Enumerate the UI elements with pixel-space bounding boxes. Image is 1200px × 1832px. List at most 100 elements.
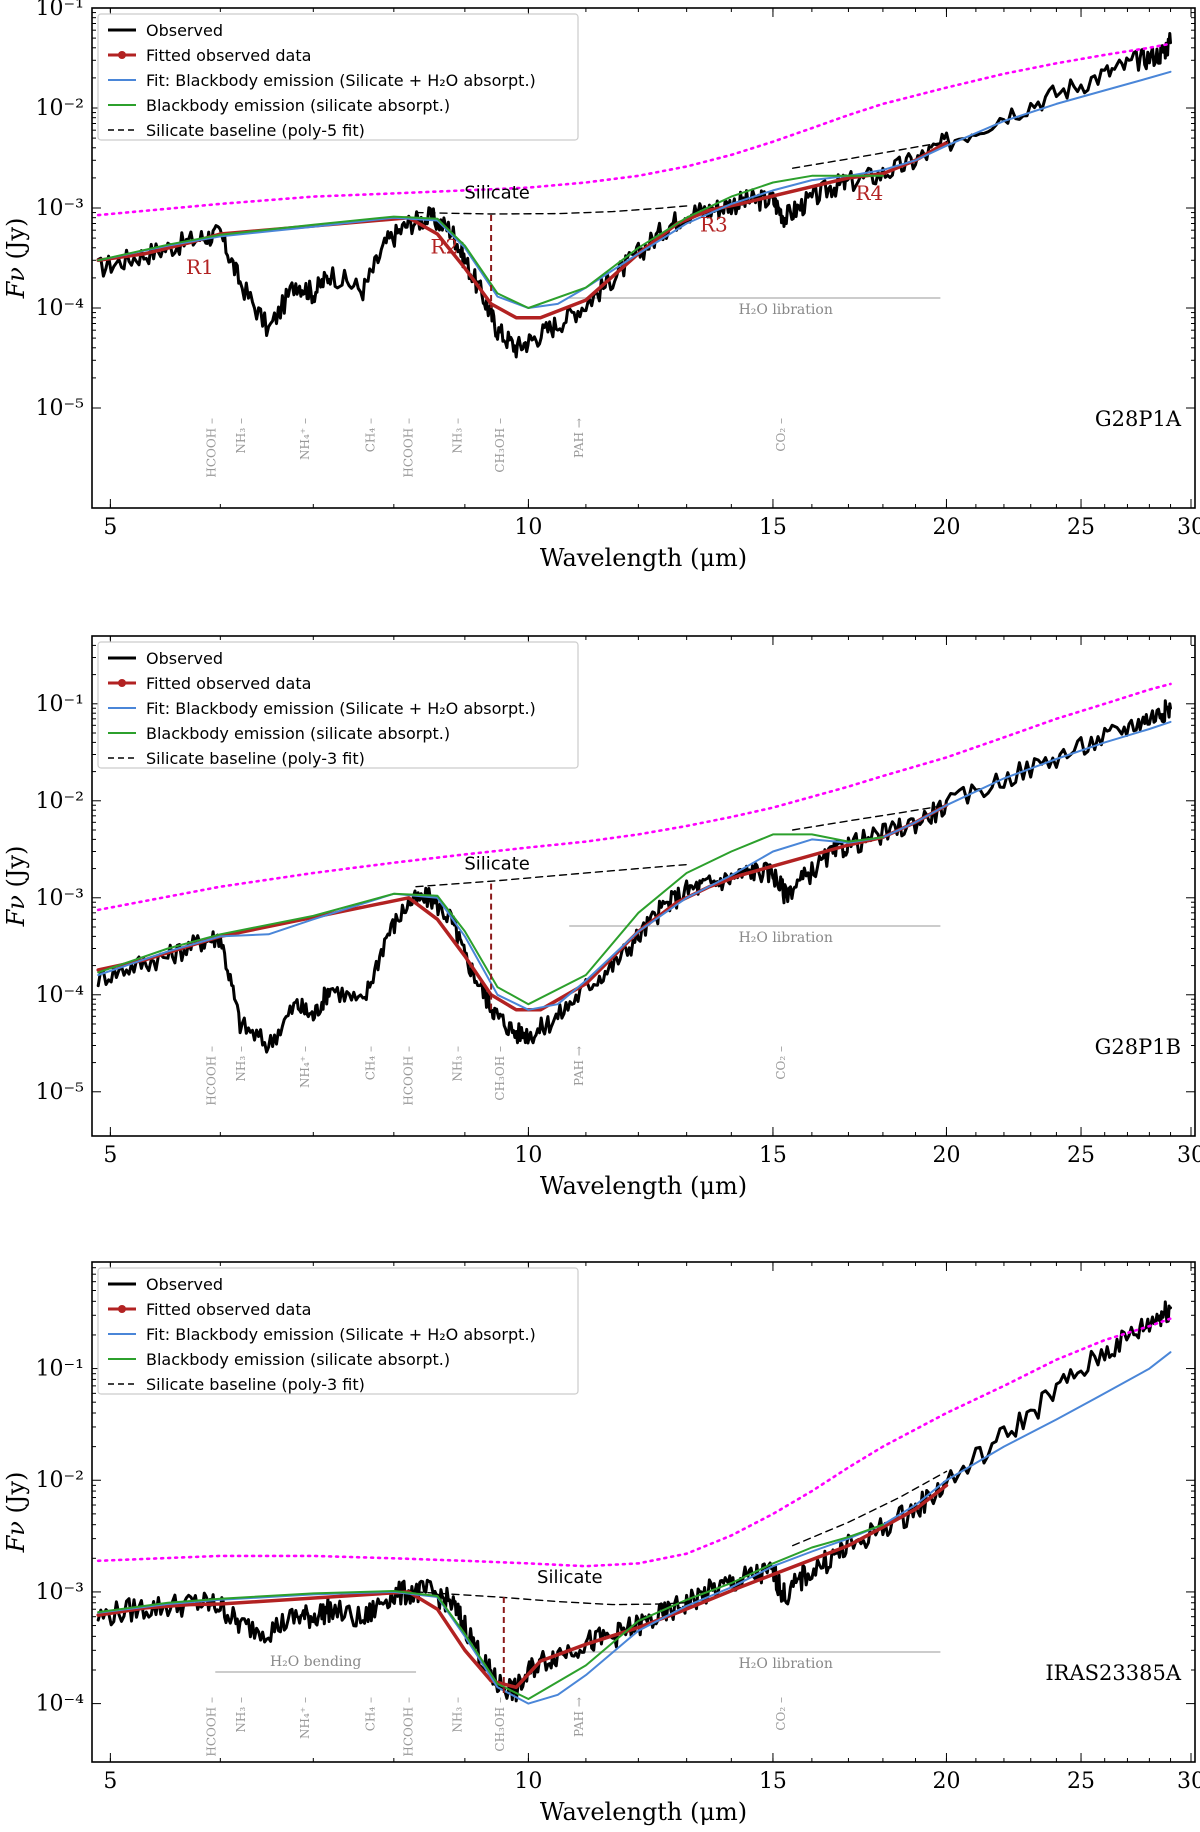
y-tick-label-2: 10⁻³ — [36, 886, 84, 911]
molecule-label-4: HCOOH – — [401, 1046, 415, 1106]
x-tick-label-5: 30 — [1177, 1769, 1200, 1794]
molecule-label-5: NH₃ – — [451, 1697, 465, 1733]
legend-entry-3: Blackbody emission (silicate absorpt.) — [146, 724, 450, 743]
y-tick-label-1: 10⁻⁴ — [36, 983, 85, 1008]
y-tick-label-3: 10⁻² — [36, 96, 84, 121]
plot-area — [96, 32, 1172, 359]
y-tick-label-2: 10⁻² — [36, 1468, 84, 1493]
h2o-libration-label: H₂O libration — [739, 930, 833, 946]
series-line-5 — [792, 804, 948, 831]
panel-label: IRAS23385A — [1045, 1661, 1181, 1685]
series-line-1 — [96, 140, 949, 320]
region-label-0: R1 — [186, 255, 214, 279]
silicate-label: Silicate — [464, 854, 530, 875]
x-tick-label-2: 15 — [759, 1769, 787, 1794]
x-tick-label-1: 10 — [514, 1143, 542, 1168]
molecule-label-4: HCOOH – — [401, 1697, 415, 1757]
molecule-label-0: HCOOH – — [204, 418, 218, 478]
series-line-3 — [97, 833, 884, 1006]
x-tick-label-0: 5 — [103, 515, 117, 540]
legend-marker-1 — [118, 51, 126, 59]
x-axis-label: Wavelength (μm) — [540, 1172, 747, 1200]
series-line-3 — [97, 174, 884, 309]
silicate-label: Silicate — [537, 1567, 603, 1588]
legend-entry-1: Fitted observed data — [146, 46, 311, 65]
legend-entry-4: Silicate baseline (poly-3 fit) — [146, 749, 365, 768]
x-tick-label-3: 20 — [932, 1769, 960, 1794]
series-line-2 — [97, 1351, 1172, 1705]
series-line-4 — [415, 1591, 688, 1606]
region-label-1: R2 — [431, 235, 459, 259]
panel-label: G28P1B — [1095, 1035, 1181, 1059]
x-tick-label-4: 25 — [1067, 1769, 1095, 1794]
legend-box — [97, 641, 579, 769]
legend-entry-2: Fit: Blackbody emission (Silicate + H₂O … — [146, 1325, 536, 1344]
legend-entry-0: Observed — [146, 649, 223, 668]
legend-entry-1: Fitted observed data — [146, 1300, 311, 1319]
plot-area — [96, 1300, 1172, 1705]
chart-panel-iras23385a: H₂O bending H₂O libration Silicate 5 10 15 20 2… — [2, 1261, 1200, 1826]
axes-frame — [91, 1261, 1196, 1763]
series-line-2 — [97, 720, 1172, 1011]
series-line-1 — [96, 1483, 949, 1690]
axes-frame — [91, 7, 1196, 509]
x-tick-label-2: 15 — [759, 515, 787, 540]
x-tick-label-3: 20 — [932, 515, 960, 540]
molecule-label-3: CH₄ – — [364, 418, 378, 452]
series-line-6 — [96, 42, 1172, 217]
legend-box — [97, 13, 579, 141]
silicate-label: Silicate — [464, 183, 530, 204]
x-tick-label-1: 10 — [514, 515, 542, 540]
legend: Observed Fitted observed data Fit: Blackbo… — [97, 1267, 579, 1395]
x-tick-label-0: 5 — [103, 1143, 117, 1168]
y-tick-label-4: 10⁻¹ — [36, 692, 84, 717]
y-tick-label-4: 10⁻¹ — [36, 0, 84, 21]
x-tick-label-2: 15 — [759, 1143, 787, 1168]
y-tick-label-0: 10⁻⁵ — [36, 396, 84, 421]
molecule-label-4: HCOOH – — [401, 418, 415, 478]
legend-entry-4: Silicate baseline (poly-3 fit) — [146, 1375, 365, 1394]
molecule-label-2: NH₄⁺ – — [298, 1046, 312, 1088]
molecule-label-2: NH₄⁺ – — [298, 1697, 312, 1739]
molecule-label-1: NH₃ – — [234, 418, 248, 454]
x-tick-label-1: 10 — [514, 1769, 542, 1794]
molecule-label-8: CO₂ – — [774, 1697, 788, 1731]
series-line-5 — [792, 1470, 948, 1547]
molecule-label-0: HCOOH – — [204, 1697, 218, 1757]
h2o-bending-label: H₂O bending — [270, 1654, 361, 1670]
y-axis-label: Fν (Jy) — [2, 218, 30, 300]
molecule-label-7: PAH → — [572, 418, 586, 458]
y-axis-label: Fν (Jy) — [2, 1472, 30, 1554]
x-axis-label: Wavelength (μm) — [540, 544, 747, 572]
legend-marker-1 — [118, 679, 126, 687]
x-tick-label-4: 25 — [1067, 1143, 1095, 1168]
y-tick-label-1: 10⁻³ — [36, 1580, 84, 1605]
legend: Observed Fitted observed data Fit: Blackbo… — [97, 641, 579, 769]
series-line-4 — [415, 205, 688, 215]
molecule-label-8: CO₂ – — [774, 418, 788, 452]
molecule-label-5: NH₃ – — [451, 418, 465, 454]
series-line-4 — [415, 863, 688, 888]
series-line-5 — [792, 141, 948, 169]
legend-entry-4: Silicate baseline (poly-5 fit) — [146, 121, 365, 140]
molecule-label-6: CH₃OH – — [493, 418, 507, 473]
legend-entry-1: Fitted observed data — [146, 674, 311, 693]
panel-label: G28P1A — [1095, 407, 1182, 431]
legend-entry-3: Blackbody emission (silicate absorpt.) — [146, 1350, 450, 1369]
x-tick-label-0: 5 — [103, 1769, 117, 1794]
x-tick-label-5: 30 — [1177, 515, 1200, 540]
legend-entry-2: Fit: Blackbody emission (Silicate + H₂O … — [146, 71, 536, 90]
molecule-label-1: NH₃ – — [234, 1046, 248, 1082]
legend-box — [97, 1267, 579, 1395]
x-tick-label-5: 30 — [1177, 1143, 1200, 1168]
x-tick-label-4: 25 — [1067, 515, 1095, 540]
legend-entry-2: Fit: Blackbody emission (Silicate + H₂O … — [146, 699, 536, 718]
plot-area — [96, 682, 1172, 1054]
legend-entry-0: Observed — [146, 1275, 223, 1294]
molecule-label-7: PAH → — [572, 1046, 586, 1086]
molecule-label-6: CH₃OH – — [493, 1046, 507, 1101]
series-line-0 — [96, 32, 1172, 359]
molecule-label-0: HCOOH – — [204, 1046, 218, 1106]
